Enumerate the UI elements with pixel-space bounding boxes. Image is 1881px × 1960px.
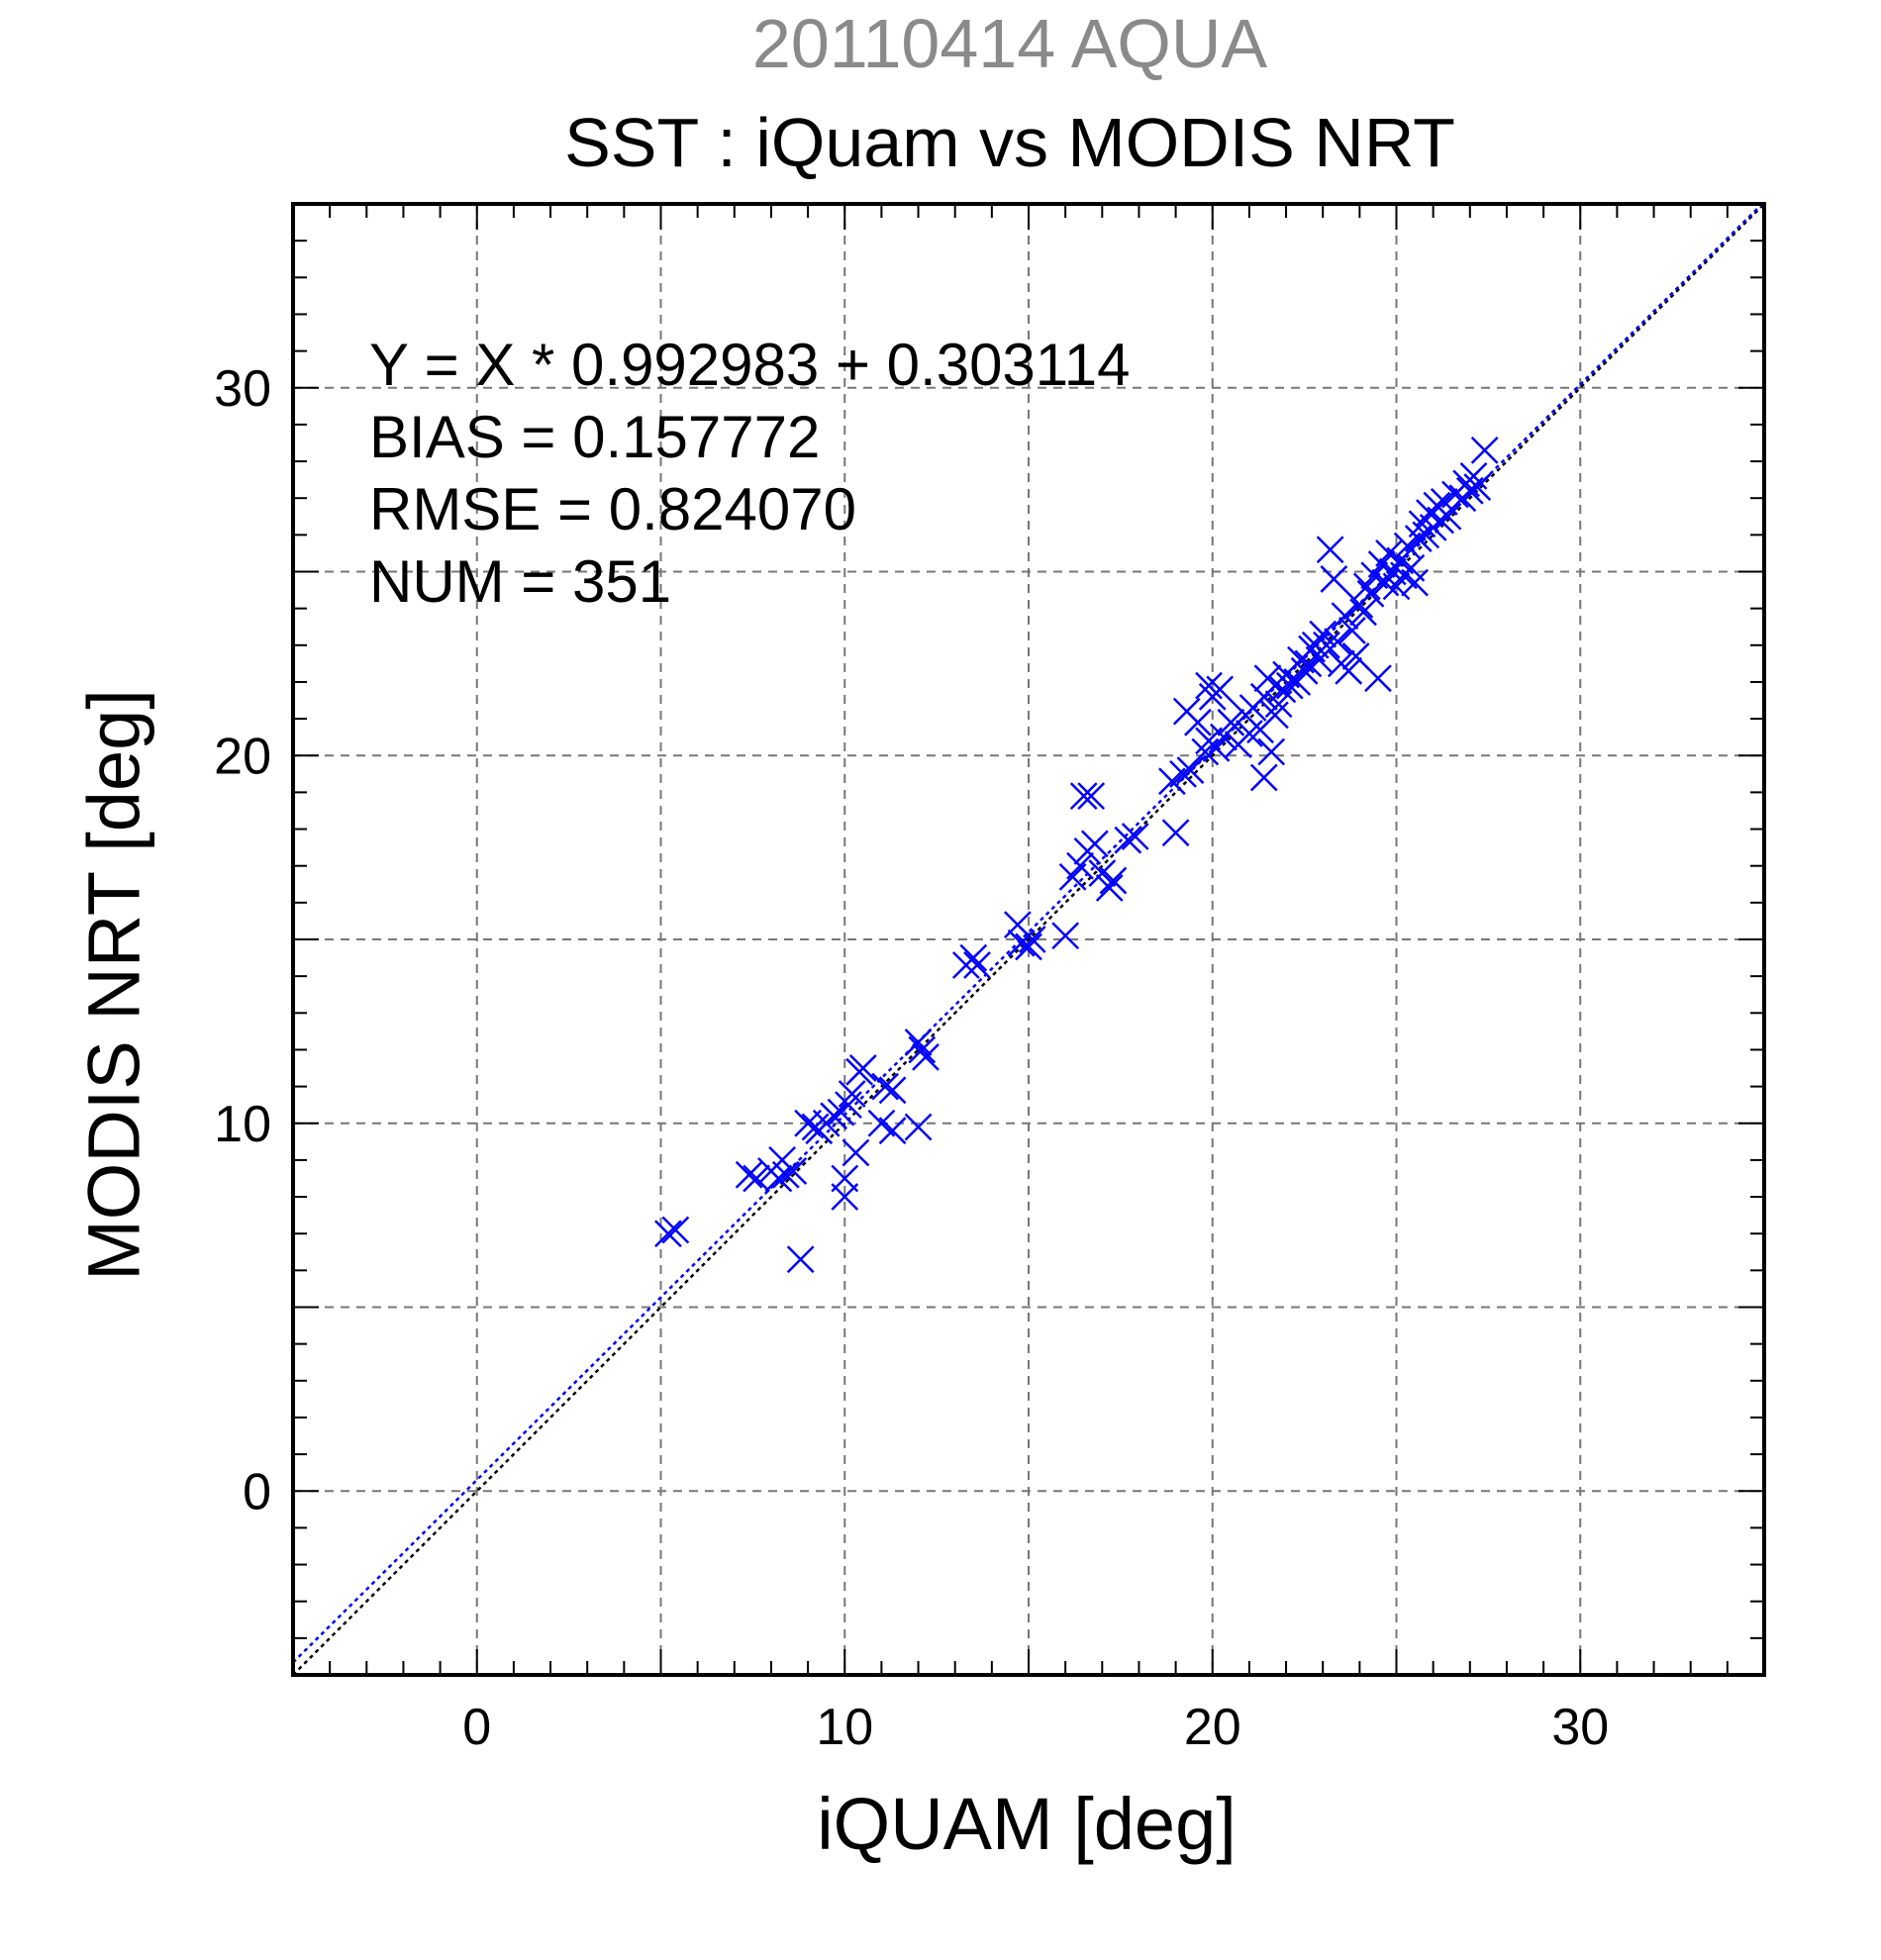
data-point [1249,763,1278,792]
data-point [764,1164,793,1193]
data-point [912,1042,940,1071]
data-point [1051,922,1080,950]
data-point [1161,819,1190,847]
y-axis-label: MODIS NRT [deg] [72,689,155,1281]
data-point [963,951,991,979]
identity-line [292,203,1765,1676]
data-point [838,1080,866,1108]
data-point [786,1245,815,1274]
data-point [1427,506,1454,535]
data-point [1210,723,1238,751]
y-tick-label: 0 [243,1463,271,1520]
count-value: NUM = 351 [369,548,672,615]
y-tick-label: 30 [214,360,271,418]
x-tick-label: 30 [1551,1699,1609,1756]
data-point [959,943,988,972]
data-point [1313,631,1340,659]
data-point [1018,926,1046,953]
data-point [1184,708,1212,736]
data-point [1335,656,1363,685]
data-point [1114,826,1142,854]
data-point [848,1054,877,1082]
data-point [1015,932,1042,961]
x-tick-label: 10 [816,1699,873,1756]
plot-frame [291,202,1766,1677]
data-points [654,437,1499,1274]
data-point [1434,502,1462,531]
tick-labels: 0 10 20 30 0 10 20 30 [214,360,1609,1756]
data-point [1290,656,1319,685]
data-point [1077,782,1106,810]
data-point [1364,664,1392,693]
regression-stats: Y = X * 0.992983 + 0.303114 BIAS = 0.157… [369,329,1130,618]
data-point [1309,620,1337,648]
data-point [1206,675,1235,704]
x-tick-label: 0 [462,1699,491,1756]
data-point [1099,866,1128,895]
data-point [908,1035,937,1064]
data-point [1217,708,1245,736]
reference-lines [292,203,1765,1676]
data-point [1349,598,1377,627]
data-point [1195,671,1223,700]
data-point [1401,568,1429,597]
data-point [1066,851,1094,880]
data-point [1463,473,1492,501]
data-point [1316,536,1344,564]
data-point [1121,823,1149,850]
x-axis-label: iQUAM [deg] [817,1783,1237,1865]
data-point [742,1164,770,1193]
data-point [1356,579,1385,608]
data-point [1236,720,1263,747]
data-point [1324,628,1351,655]
data-point [1253,664,1282,693]
data-point [904,1113,933,1141]
data-point [878,1117,907,1145]
data-point [735,1160,763,1189]
data-point [1007,929,1036,957]
data-point [1459,462,1488,490]
data-point [1176,756,1205,784]
data-point [1069,782,1098,810]
data-point [1257,737,1286,766]
data-point [779,1157,808,1185]
data-point [1261,701,1289,730]
chart-title: 20110414 AQUA [751,5,1268,82]
chart-subtitle: SST : iQuam vs MODIS NRT [564,104,1455,181]
y-tick-label: 20 [214,728,271,785]
data-point [1249,682,1278,711]
data-point [1341,642,1370,670]
data-point [842,1138,870,1167]
data-point [1080,830,1109,858]
data-point [1191,737,1220,766]
data-point [1470,437,1499,464]
rmse-value: RMSE = 0.824070 [369,476,856,542]
x-tick-label: 20 [1184,1699,1241,1756]
data-point [1338,617,1366,644]
data-point [661,1216,690,1244]
data-point [878,1076,907,1105]
data-point [904,1029,933,1056]
grid-lines [293,204,1764,1675]
data-point [835,1091,862,1120]
data-point [1331,602,1359,630]
data-point [1320,565,1348,593]
data-point [820,1102,847,1130]
data-point [1095,874,1124,902]
data-point [1169,759,1197,788]
data-point [831,1164,859,1193]
data-point [654,1220,682,1248]
data-point [871,1072,899,1101]
bias-value: BIAS = 0.157772 [369,404,821,470]
y-tick-label: 10 [214,1096,271,1153]
data-point [771,1160,800,1189]
fit-equation: Y = X * 0.992983 + 0.303114 [369,332,1131,398]
